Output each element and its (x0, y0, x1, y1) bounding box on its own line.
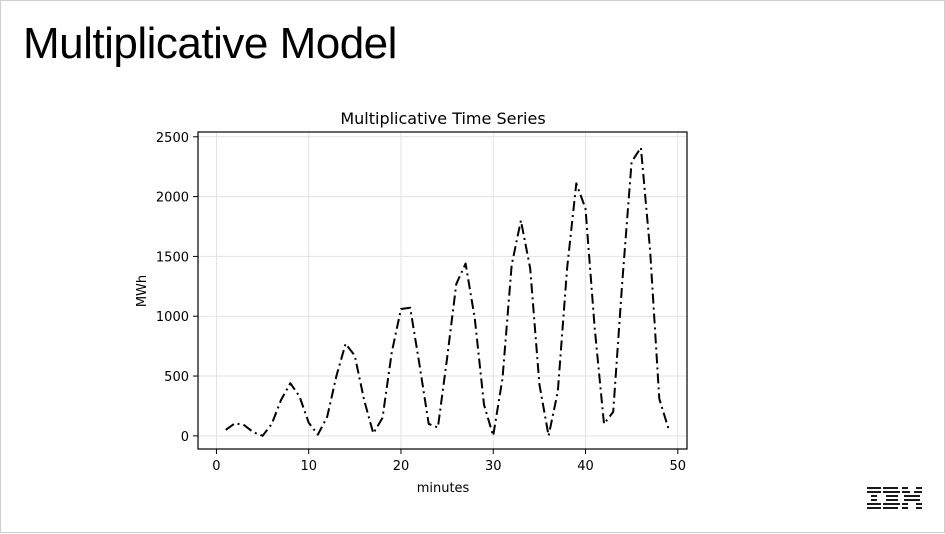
y-axis-label: MWh (135, 275, 150, 307)
data-point (557, 390, 559, 392)
x-tick-label: 10 (300, 459, 317, 474)
data-point (667, 427, 669, 429)
data-point (344, 343, 346, 345)
plot-frame (197, 131, 688, 450)
x-axis-label: minutes (417, 481, 470, 496)
data-point (354, 354, 356, 356)
data-point (418, 363, 420, 365)
data-point (372, 432, 374, 434)
data-point (446, 357, 448, 359)
data-point (640, 146, 642, 148)
y-tick-label: 2000 (156, 191, 189, 206)
data-point (234, 422, 236, 424)
chart-title: Multiplicative Time Series (340, 109, 545, 128)
data-point (298, 395, 300, 397)
series-line-group (224, 146, 670, 437)
x-tick-label: 40 (577, 459, 594, 474)
series-line (225, 146, 670, 437)
data-point (289, 382, 291, 384)
x-tick-label: 50 (670, 459, 687, 474)
data-point (427, 423, 429, 425)
data-point (363, 399, 365, 401)
data-point (271, 423, 273, 425)
data-point (575, 182, 577, 184)
data-point (529, 267, 531, 269)
data-point (261, 435, 263, 437)
data-point (594, 327, 596, 329)
data-point (603, 423, 605, 425)
data-point (381, 417, 383, 419)
data-point (243, 424, 245, 426)
x-tick-label: 30 (485, 459, 502, 474)
data-point (252, 431, 254, 433)
data-point (630, 161, 632, 163)
data-point (474, 317, 476, 319)
slide-title: Multiplicative Model (23, 19, 397, 68)
data-point (400, 308, 402, 310)
data-point (612, 411, 614, 413)
data-point (455, 283, 457, 285)
x-tick-label: 20 (393, 459, 410, 474)
data-point (510, 264, 512, 266)
data-point (224, 429, 226, 431)
data-point (658, 398, 660, 400)
data-point (566, 267, 568, 269)
data-point (538, 383, 540, 385)
y-tick-label: 500 (164, 370, 189, 385)
x-tick-label: 0 (212, 459, 220, 474)
data-point (649, 249, 651, 251)
data-point (584, 207, 586, 209)
data-point (317, 433, 319, 435)
y-tick-label: 0 (181, 430, 189, 445)
data-point (391, 351, 393, 353)
data-point (621, 279, 623, 281)
y-tick-label: 1000 (156, 310, 189, 325)
data-point (492, 435, 494, 437)
data-point (483, 404, 485, 406)
y-tick-label: 2500 (156, 131, 189, 146)
data-point (501, 377, 503, 379)
data-point (326, 416, 328, 418)
ibm-logo (867, 487, 922, 509)
grid (198, 132, 687, 449)
data-point (409, 307, 411, 309)
data-point (437, 426, 439, 428)
data-point (547, 435, 549, 437)
data-point (520, 219, 522, 221)
y-tick-label: 1500 (156, 250, 189, 265)
data-point (335, 375, 337, 377)
data-point (308, 421, 310, 423)
data-point (464, 262, 466, 264)
data-point (280, 399, 282, 401)
